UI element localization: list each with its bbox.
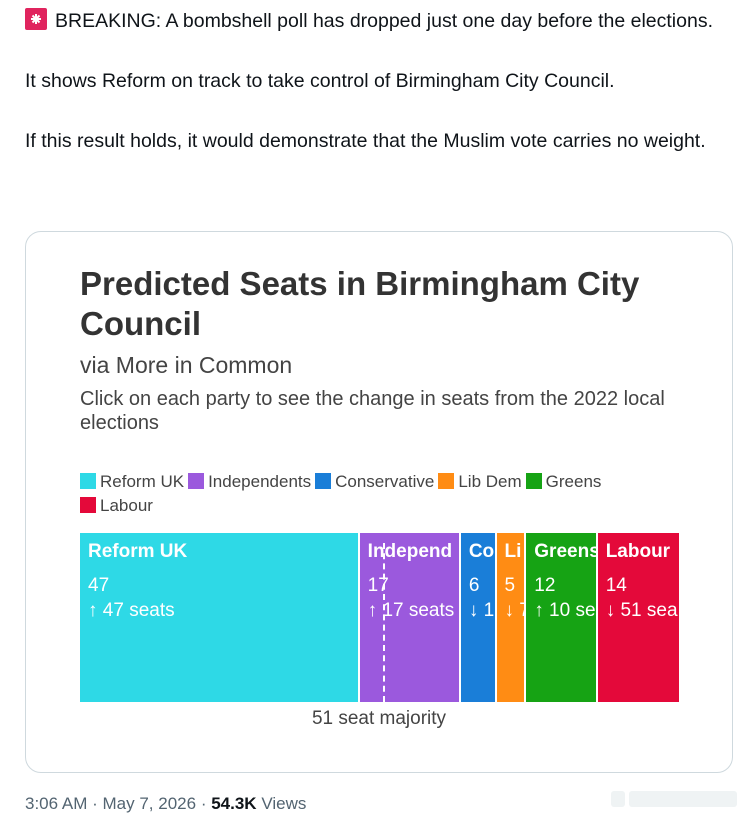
legend-swatch [438, 473, 455, 489]
seat-count: 14 [605, 575, 627, 596]
tweet-date[interactable]: May 7, 2026 [102, 794, 197, 813]
views-label: Views [261, 794, 307, 813]
chart-description: Click on each party to see the change in… [80, 388, 665, 434]
tweet-line-1-text: BREAKING: A bombshell poll has dropped j… [55, 10, 713, 32]
seat-change: ↓ 51 sea [605, 600, 678, 621]
legend-item[interactable]: Lib Dem [438, 470, 522, 494]
bar-lib-dem[interactable]: Li 5 ↓ 7 [496, 533, 525, 702]
legend-label: Labour [100, 496, 153, 515]
tweet-line-3: If this result holds, it would demonstra… [25, 130, 706, 152]
analytics-icon[interactable] [611, 789, 741, 809]
legend-label: Reform UK [100, 472, 185, 491]
legend-label: Independents [208, 472, 312, 491]
seat-count: 5 [504, 575, 516, 596]
tweet-line-1: BREAKING: A bombshell poll has dropped j… [25, 6, 725, 36]
seat-count: 47 [88, 575, 110, 596]
chart-title: Predicted Seats in Birmingham City Counc… [80, 265, 640, 342]
bar-labour[interactable]: Labour 14 ↓ 51 sea [597, 533, 679, 702]
seat-change: ↑ 47 seats [88, 600, 175, 621]
party-name: Li [504, 541, 522, 562]
views-count: 54.3K [211, 794, 257, 813]
legend-swatch [80, 497, 96, 513]
chart-subtitle: via More in Common [80, 352, 293, 378]
legend-swatch [525, 473, 542, 489]
bar-independents[interactable]: Independ 17 ↑ 17 seats [359, 533, 459, 702]
chart-card[interactable]: Predicted Seats in Birmingham City Counc… [25, 231, 733, 773]
meta-separator: · [200, 794, 207, 813]
majority-label: 51 seat majority [311, 708, 447, 729]
legend-item[interactable]: Reform UK [80, 470, 184, 494]
stacked-bar-chart: Labour 14 ↓ 51 sea Greens 12 ↑ 10 se Li 5 ↓ 7 Co 6… [80, 533, 681, 702]
seat-change: ↑ 10 se [534, 600, 596, 621]
legend-swatch [315, 473, 332, 489]
legend-swatch [188, 473, 205, 489]
legend-item[interactable]: Conservative [315, 470, 434, 494]
party-name: Independ [367, 541, 453, 562]
seat-count: 17 [367, 575, 389, 596]
legend-label: Conservative [335, 472, 435, 491]
seat-count: 6 [468, 575, 480, 596]
legend-item[interactable]: Independents [188, 470, 311, 494]
seat-change: ↓ 1 [468, 600, 495, 621]
legend-label: Greens [545, 472, 602, 491]
party-name: Reform UK [88, 541, 188, 562]
legend-item[interactable]: Labour [80, 494, 153, 518]
majority-line [383, 543, 385, 702]
party-name: Co [468, 541, 495, 562]
bar-greens[interactable]: Greens 12 ↑ 10 se [526, 533, 596, 702]
tweet-time[interactable]: 3:06 AM [25, 794, 88, 813]
seat-change: ↓ 7 [504, 600, 525, 621]
legend-item[interactable]: Greens [525, 470, 602, 494]
bar-reform-uk[interactable]: Reform UK 47 ↑ 47 seats [80, 533, 358, 702]
chart-legend: Reform UK Independents Conservative Lib Dem… [80, 470, 680, 518]
tweet-line-2: It shows Reform on track to take control… [25, 70, 615, 92]
seat-count: 12 [534, 575, 556, 596]
bar-conservative[interactable]: Co 6 ↓ 1 [460, 533, 495, 702]
tweet-text: BREAKING: A bombshell poll has dropped j… [25, 6, 725, 156]
party-name: Labour [605, 541, 671, 562]
party-name: Greens [534, 541, 596, 562]
tweet-meta: 3:06 AM · May 7, 2026 · 54.3K Views [25, 794, 306, 814]
siren-icon [25, 8, 47, 30]
meta-separator: · [92, 794, 98, 813]
legend-swatch [80, 473, 96, 489]
legend-label: Lib Dem [458, 472, 522, 491]
seat-change: ↑ 17 seats [367, 600, 455, 621]
